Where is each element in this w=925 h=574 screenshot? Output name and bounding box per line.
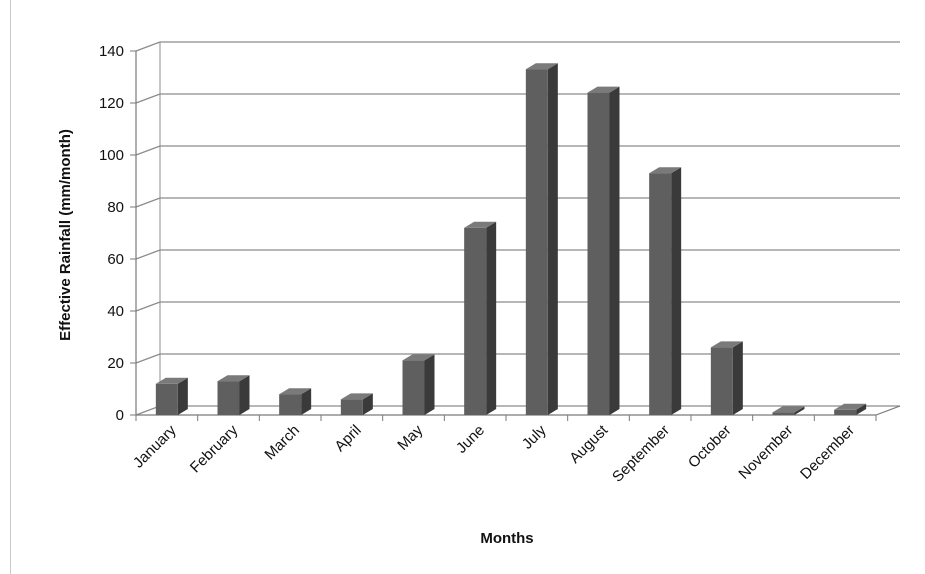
gridline-connector	[135, 301, 161, 312]
bar-top	[525, 63, 558, 70]
x-tick-label: September	[609, 422, 673, 486]
x-tick-label: June	[453, 422, 488, 457]
bar-top	[402, 354, 435, 361]
bar-top	[772, 406, 805, 413]
bar	[217, 375, 250, 415]
y-tick-labels: 0 20 40 60 80 100 120 140	[99, 43, 124, 424]
bar-side	[794, 406, 805, 415]
bar-front	[649, 173, 672, 415]
x-tick-label: December	[797, 422, 858, 483]
bar-front	[464, 227, 487, 415]
page-left-rule	[10, 0, 11, 574]
y-tick-label: 100	[99, 147, 124, 164]
bar	[402, 354, 435, 415]
bar	[772, 406, 805, 415]
y-tick-label: 20	[107, 355, 124, 372]
bar-front	[155, 383, 178, 415]
axes	[130, 42, 901, 421]
x-tick-label: March	[261, 422, 302, 463]
x-tick-label: November	[735, 422, 796, 483]
bar	[279, 388, 312, 415]
bar-top	[834, 403, 867, 410]
y-tick-label: 140	[99, 43, 124, 60]
bar-side	[732, 341, 743, 415]
x-tick-label: April	[331, 422, 364, 455]
bar-top	[710, 341, 743, 348]
y-axis-title: Effective Rainfall (mm/month)	[57, 129, 74, 341]
x-tick-label: August	[566, 421, 612, 467]
bar-side	[609, 86, 620, 415]
y-tick-label: 120	[99, 95, 124, 112]
gridline-connector	[135, 197, 161, 208]
gridline-connector	[135, 41, 161, 52]
floor-right-edge	[875, 405, 901, 416]
bar-front	[340, 399, 363, 415]
x-tick-label: January	[130, 421, 180, 471]
bar-front	[525, 69, 548, 415]
bar	[525, 63, 558, 415]
y-tick-label: 40	[107, 303, 124, 320]
bar-top	[649, 167, 682, 174]
bar-side	[856, 403, 867, 415]
bar-front	[587, 92, 610, 415]
bars	[155, 63, 867, 415]
bar-side	[671, 167, 682, 415]
bar-top	[587, 86, 620, 93]
bar-side	[547, 63, 558, 415]
bar	[340, 393, 373, 415]
gridline-connector	[135, 249, 161, 260]
bar-front	[217, 381, 240, 415]
bar-front	[402, 360, 425, 415]
bar-front	[834, 409, 857, 415]
y-tick-label: 80	[107, 199, 124, 216]
gridlines	[135, 41, 900, 416]
x-tick-label: October	[685, 422, 735, 472]
bar-top	[340, 393, 373, 400]
gridline-connector	[135, 353, 161, 364]
bar	[710, 341, 743, 415]
bar-side	[486, 221, 497, 415]
y-tick-label: 0	[116, 407, 124, 424]
bar-front	[279, 394, 302, 415]
gridline-connector	[135, 145, 161, 156]
bar-side	[177, 377, 188, 415]
bar	[155, 377, 188, 415]
bar-side	[301, 388, 312, 415]
bar	[834, 403, 867, 415]
x-tick-label: February	[187, 421, 242, 476]
x-axis-title: Months	[480, 530, 533, 547]
bar-top	[155, 377, 188, 384]
x-tick-label: May	[394, 421, 426, 453]
bar-top	[217, 375, 250, 382]
bar-side	[362, 393, 373, 415]
bar-side	[424, 354, 435, 415]
bar	[587, 86, 620, 415]
bar	[649, 167, 682, 415]
bar	[464, 221, 497, 415]
x-tick-label: July	[519, 421, 550, 452]
x-tick-labels: January February March April May June July Augu…	[130, 421, 858, 485]
bar-top	[279, 388, 312, 395]
gridline-connector	[135, 93, 161, 104]
bar-front	[772, 412, 795, 415]
bar-side	[239, 375, 250, 415]
bar-front	[710, 347, 733, 415]
bar-top	[464, 221, 497, 228]
y-tick-label: 60	[107, 251, 124, 268]
